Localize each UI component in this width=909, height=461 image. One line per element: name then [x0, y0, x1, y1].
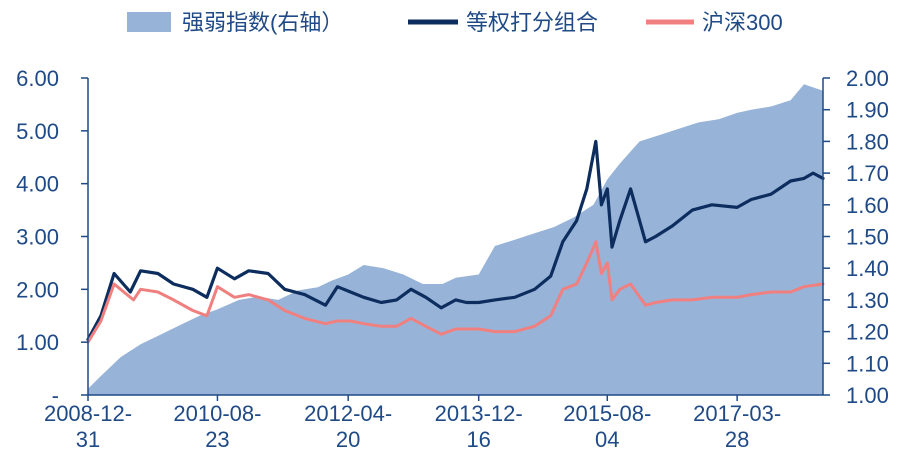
legend-item-equal-weight: 等权打分组合	[408, 10, 598, 35]
right-tick-label: 2.00	[846, 66, 889, 91]
right-tick-label: 1.70	[846, 161, 889, 186]
x-tick-label-line2: 16	[466, 427, 490, 452]
equal-weight-line	[86, 139, 825, 342]
right-tick-label: 1.30	[846, 288, 889, 313]
left-tick-label: 4.00	[16, 172, 59, 197]
legend-label-csi300: 沪深300	[702, 10, 783, 35]
right-tick-label: 1.20	[846, 320, 889, 345]
x-tick-label-line1: 2008-12-	[44, 401, 132, 426]
right-tick-label: 1.40	[846, 256, 889, 281]
csi300-line	[86, 240, 825, 344]
left-tick-label: 6.00	[16, 66, 59, 91]
right-tick-label: 1.50	[846, 225, 889, 250]
x-tick-label-line2: 23	[205, 427, 229, 452]
left-tick-label: 2.00	[16, 277, 59, 302]
x-tick-label-line1: 2013-12-	[435, 401, 523, 426]
right-tick-label: 1.60	[846, 193, 889, 218]
right-tick-label: 1.10	[846, 351, 889, 376]
x-tick-label-line1: 2017-03-	[693, 401, 781, 426]
legend-item-csi300: 沪深300	[646, 10, 783, 35]
right-tick-label: 1.00	[846, 383, 889, 408]
x-axis-ticks: 2008-12-31 2010-08-23 2012-04-20 2013-12-16…	[44, 395, 781, 452]
line-layer	[86, 139, 825, 344]
x-tick-label-line2: 31	[76, 427, 100, 452]
x-tick-label-line1: 2012-04-	[304, 401, 392, 426]
left-tick-label: -	[52, 383, 59, 408]
x-tick-label-line2: 04	[595, 427, 619, 452]
left-axis-ticks: - 1.00 2.00 3.00 4.00 5.00 6.00	[16, 66, 88, 408]
x-tick-label-line2: 28	[725, 427, 749, 452]
left-tick-label: 5.00	[16, 119, 59, 144]
left-tick-label: 3.00	[16, 225, 59, 250]
x-tick-label-line1: 2015-08-	[563, 401, 651, 426]
area-layer	[88, 84, 823, 396]
right-tick-label: 1.90	[846, 98, 889, 123]
legend-item-strength-index: 强弱指数(右轴）	[127, 10, 343, 35]
legend-swatch-area	[127, 12, 171, 32]
strength-index-area	[88, 84, 823, 396]
legend: 强弱指数(右轴） 等权打分组合 沪深300	[127, 10, 783, 35]
legend-label-strength-index: 强弱指数(右轴）	[182, 10, 343, 35]
right-tick-label: 1.80	[846, 129, 889, 154]
x-tick-label-line1: 2010-08-	[173, 401, 261, 426]
legend-label-equal-weight: 等权打分组合	[466, 10, 598, 35]
x-tick-label-line2: 20	[336, 427, 360, 452]
right-axis-ticks: 1.00 1.10 1.20 1.30 1.40 1.50 1.60 1.70 1.80 1.90…	[823, 66, 889, 408]
left-tick-label: 1.00	[16, 330, 59, 355]
